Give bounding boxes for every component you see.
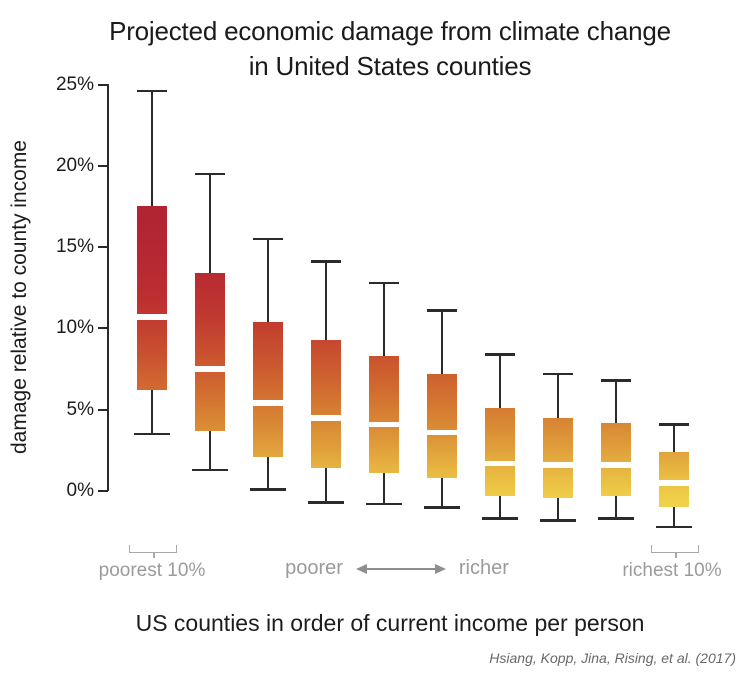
median-decile-9 xyxy=(601,462,631,468)
whisker-upper-decile-2 xyxy=(209,173,211,274)
whisker-cap-bottom-decile-9 xyxy=(598,517,634,520)
whisker-upper-decile-7 xyxy=(499,354,501,409)
whisker-cap-bottom-decile-2 xyxy=(192,468,228,472)
y-tick-label: 10% xyxy=(55,317,94,339)
whisker-cap-top-decile-7 xyxy=(485,353,515,356)
whisker-cap-bottom-decile-7 xyxy=(482,517,518,520)
y-tick-mark xyxy=(98,246,108,249)
whisker-cap-top-decile-4 xyxy=(311,260,341,263)
y-axis-line xyxy=(107,84,109,491)
box-decile-9 xyxy=(601,422,631,496)
poorer-label: poorer xyxy=(285,557,343,579)
box-decile-1 xyxy=(137,206,167,391)
whisker-cap-top-decile-9 xyxy=(601,379,631,382)
box-decile-6 xyxy=(427,373,457,478)
whisker-cap-bottom-decile-10 xyxy=(656,525,692,529)
whisker-upper-decile-1 xyxy=(151,91,153,207)
poorest-decile-label: poorest 10% xyxy=(98,560,206,581)
whisker-upper-decile-5 xyxy=(383,282,385,357)
whisker-lower-decile-2 xyxy=(209,430,211,470)
whisker-cap-bottom-decile-3 xyxy=(250,488,286,491)
x-axis-title: US counties in order of current income p… xyxy=(135,610,645,636)
box-decile-10 xyxy=(659,451,689,508)
whisker-lower-decile-10 xyxy=(673,507,675,527)
median-decile-5 xyxy=(369,421,399,428)
whisker-upper-decile-4 xyxy=(325,261,327,340)
whisker-cap-top-decile-5 xyxy=(369,281,399,285)
whisker-cap-bottom-decile-6 xyxy=(424,506,460,509)
y-tick-mark xyxy=(98,490,108,492)
median-decile-6 xyxy=(427,429,457,436)
y-tick-label: 15% xyxy=(55,236,94,258)
y-tick-mark xyxy=(98,164,108,167)
y-tick-label: 0% xyxy=(66,480,94,501)
y-axis-title: damage relative to county income xyxy=(8,140,31,455)
whisker-lower-decile-1 xyxy=(151,390,153,435)
median-decile-1 xyxy=(137,314,167,320)
median-decile-4 xyxy=(311,415,341,421)
box-decile-2 xyxy=(195,273,225,431)
whisker-lower-decile-5 xyxy=(383,473,385,504)
income-direction-annotation: poorer richer xyxy=(247,557,547,580)
whisker-cap-top-decile-10 xyxy=(659,423,689,426)
median-decile-8 xyxy=(543,462,573,468)
y-tick-mark xyxy=(98,327,108,330)
whisker-cap-top-decile-1 xyxy=(137,89,167,93)
box-decile-3 xyxy=(253,321,283,457)
box-decile-4 xyxy=(311,339,341,469)
whisker-cap-top-decile-3 xyxy=(253,237,283,241)
whisker-cap-bottom-decile-8 xyxy=(540,519,576,522)
y-tick-label: 5% xyxy=(66,398,94,420)
whisker-cap-bottom-decile-5 xyxy=(366,502,402,506)
richer-label: richer xyxy=(458,557,509,579)
whisker-upper-decile-8 xyxy=(557,373,559,418)
whisker-upper-decile-6 xyxy=(441,310,443,374)
whisker-lower-decile-8 xyxy=(557,497,559,521)
chart-title-line2: in United States counties xyxy=(248,51,532,81)
y-tick-mark xyxy=(98,83,108,86)
richest-decile-label: richest 10% xyxy=(622,560,722,581)
whisker-lower-decile-6 xyxy=(441,477,443,508)
whisker-cap-top-decile-6 xyxy=(427,309,457,312)
whisker-upper-decile-3 xyxy=(267,238,269,322)
whisker-cap-top-decile-8 xyxy=(543,372,573,376)
y-tick-label: 20% xyxy=(55,154,94,176)
whisker-lower-decile-9 xyxy=(615,495,617,519)
median-decile-3 xyxy=(253,400,283,406)
whisker-upper-decile-10 xyxy=(673,424,675,452)
source-citation: Hsiang, Kopp, Jina, Rising, et al. (2017… xyxy=(489,650,736,666)
median-decile-10 xyxy=(659,480,689,486)
left-right-arrow-icon xyxy=(355,563,446,574)
whisker-upper-decile-9 xyxy=(615,380,617,423)
chart-title-line1: Projected economic damage from climate c… xyxy=(109,16,671,46)
box-decile-5 xyxy=(369,356,399,474)
whisker-cap-bottom-decile-1 xyxy=(134,432,170,436)
median-decile-2 xyxy=(195,366,225,372)
whisker-lower-decile-3 xyxy=(267,456,269,490)
median-decile-7 xyxy=(485,460,515,467)
box-decile-7 xyxy=(485,408,515,496)
y-tick-label: 25% xyxy=(55,73,94,95)
whisker-lower-decile-4 xyxy=(325,468,327,503)
poorest-decile-bracket xyxy=(129,545,177,558)
richest-decile-bracket xyxy=(651,545,699,558)
box-decile-8 xyxy=(543,417,573,498)
whisker-cap-top-decile-2 xyxy=(195,172,225,176)
whisker-lower-decile-7 xyxy=(499,495,501,519)
y-tick-mark xyxy=(98,408,108,411)
chart-title: Projected economic damage from climate c… xyxy=(60,14,720,84)
whisker-cap-bottom-decile-4 xyxy=(308,501,344,504)
